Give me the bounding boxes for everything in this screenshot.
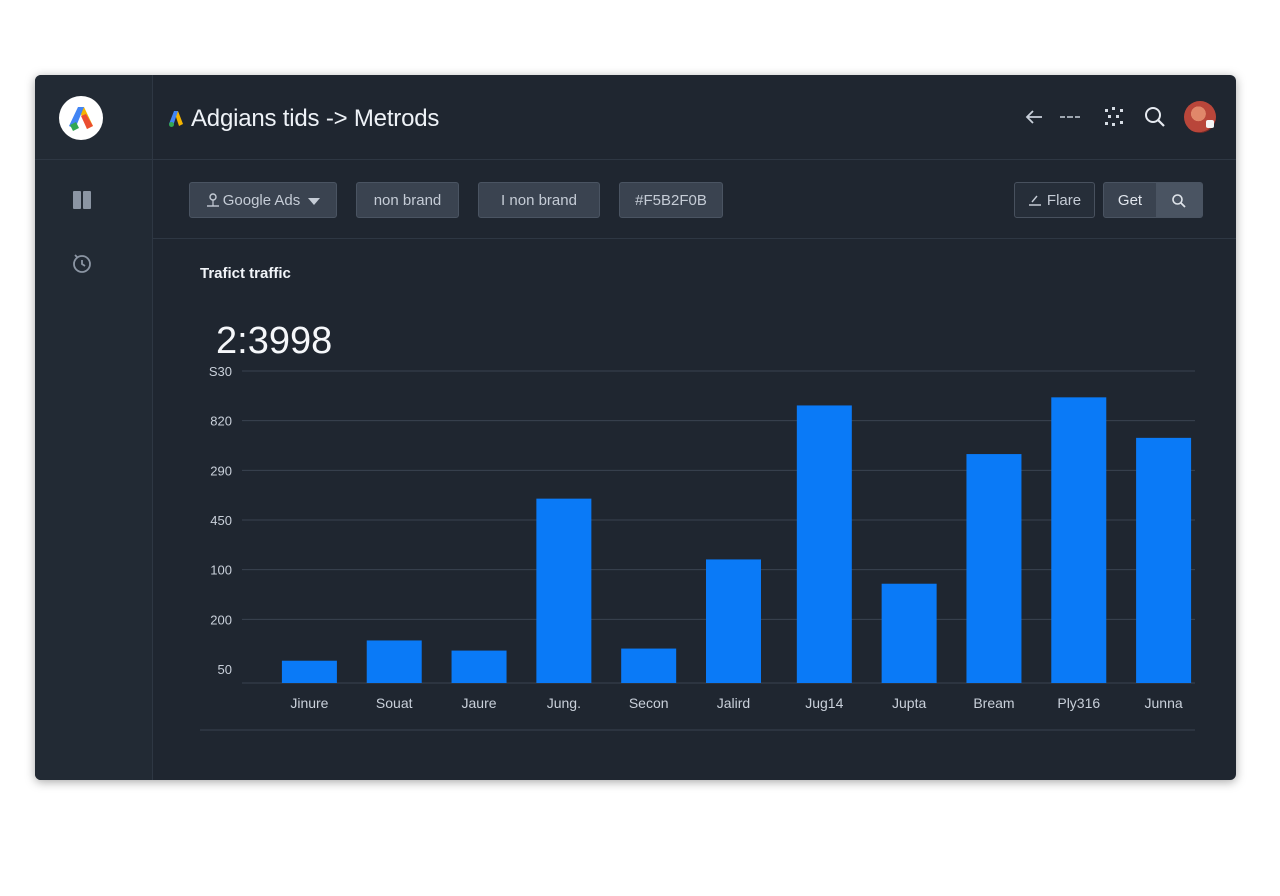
logo-cell — [35, 75, 152, 160]
y-tick-label: 820 — [210, 414, 232, 429]
y-tick-label: 450 — [210, 513, 232, 528]
page-title: Adgians tids -> Metrods — [191, 105, 440, 132]
side-rail — [35, 75, 153, 780]
search-icon[interactable] — [1143, 105, 1167, 129]
app-window: Adgians tids -> Metrods — [35, 75, 1236, 780]
chevron-down-icon — [308, 197, 321, 205]
bar — [881, 583, 937, 683]
total-value: 2:3998 — [216, 320, 333, 362]
filter-chip-label: I non brand — [501, 192, 577, 209]
google-ads-logo-icon — [69, 107, 93, 131]
flare-icon — [1028, 195, 1041, 206]
y-tick-label: 200 — [210, 612, 232, 627]
avatar-badge — [1206, 120, 1214, 128]
google-ads-logo[interactable] — [59, 96, 103, 140]
bar — [536, 498, 592, 683]
bar — [366, 640, 422, 683]
user-avatar[interactable] — [1184, 101, 1216, 133]
y-tick-label: 100 — [210, 563, 232, 578]
x-tick-label: Jung. — [547, 695, 581, 711]
ads-small-icon — [169, 111, 183, 127]
x-tick-label: Bream — [973, 695, 1014, 711]
flare-label: Flare — [1046, 192, 1082, 209]
x-tick-label: Souat — [376, 695, 413, 711]
x-tick-label: Ply316 — [1057, 695, 1100, 711]
top-bar: Adgians tids -> Metrods — [152, 75, 1236, 160]
filter-chip-i-non-brand[interactable]: I non brand — [478, 182, 600, 218]
bar — [621, 648, 677, 683]
filter-chip-label: #F5B2F0B — [635, 192, 707, 209]
bar — [796, 405, 852, 683]
bar — [1051, 397, 1107, 683]
y-tick-label: 50 — [218, 662, 232, 677]
google-ads-label: Google Ads — [222, 192, 301, 209]
filter-bar: Google Ads non brand I non brand #F5B2F0… — [152, 159, 1236, 239]
x-tick-label: Jupta — [892, 695, 926, 711]
x-tick-label: Secon — [629, 695, 669, 711]
get-search-group: Get — [1103, 182, 1203, 218]
bar — [706, 559, 761, 683]
x-tick-label: Jinure — [290, 695, 328, 711]
search-button[interactable] — [1156, 183, 1202, 217]
panels-icon[interactable] — [71, 189, 93, 211]
google-ads-dropdown[interactable]: Google Ads — [189, 182, 337, 218]
x-tick-label: Jalird — [717, 695, 750, 711]
get-button[interactable]: Get — [1117, 192, 1143, 209]
back-arrow-icon[interactable] — [1022, 105, 1046, 129]
history-icon[interactable] — [71, 252, 93, 274]
x-tick-label: Junna — [1145, 695, 1183, 711]
filter-chip-color-code[interactable]: #F5B2F0B — [619, 182, 723, 218]
person-icon — [206, 193, 219, 207]
y-tick-label: S30 — [209, 364, 232, 379]
bar — [451, 650, 507, 683]
bar — [1136, 437, 1192, 683]
x-tick-label: Jug14 — [805, 695, 843, 711]
y-tick-label: 290 — [210, 463, 232, 478]
flare-button[interactable]: Flare — [1014, 182, 1095, 218]
section-title: Trafict traffic — [200, 265, 291, 282]
more-icon[interactable] — [1058, 105, 1082, 129]
grid-dots-icon[interactable] — [1102, 105, 1126, 129]
filter-chip-label: non brand — [373, 192, 442, 209]
filter-chip-non-brand[interactable]: non brand — [356, 182, 459, 218]
bar — [966, 454, 1022, 683]
traffic-panel: S30 820 290 450 100 200 50 Jinure Souat Jaure Jung… — [152, 238, 1236, 780]
search-icon — [1172, 194, 1186, 208]
traffic-bar-chart: S30 820 290 450 100 200 50 Jinure Souat Jaure Jung… — [200, 364, 1195, 731]
bar — [281, 660, 337, 683]
x-tick-label: Jaure — [462, 695, 497, 711]
